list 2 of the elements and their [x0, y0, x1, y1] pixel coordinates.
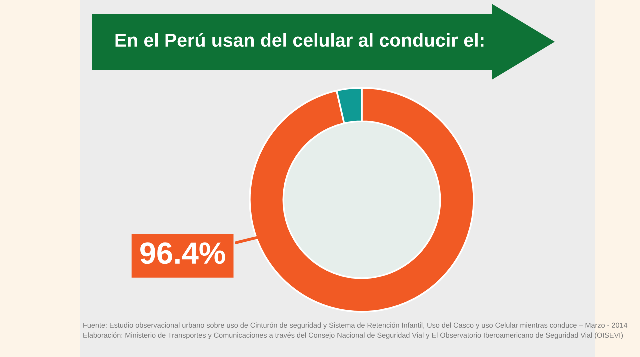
data-label: 96.4% — [140, 242, 226, 264]
chart-title: En el Perú usan del celular al conducir el: — [116, 33, 484, 48]
